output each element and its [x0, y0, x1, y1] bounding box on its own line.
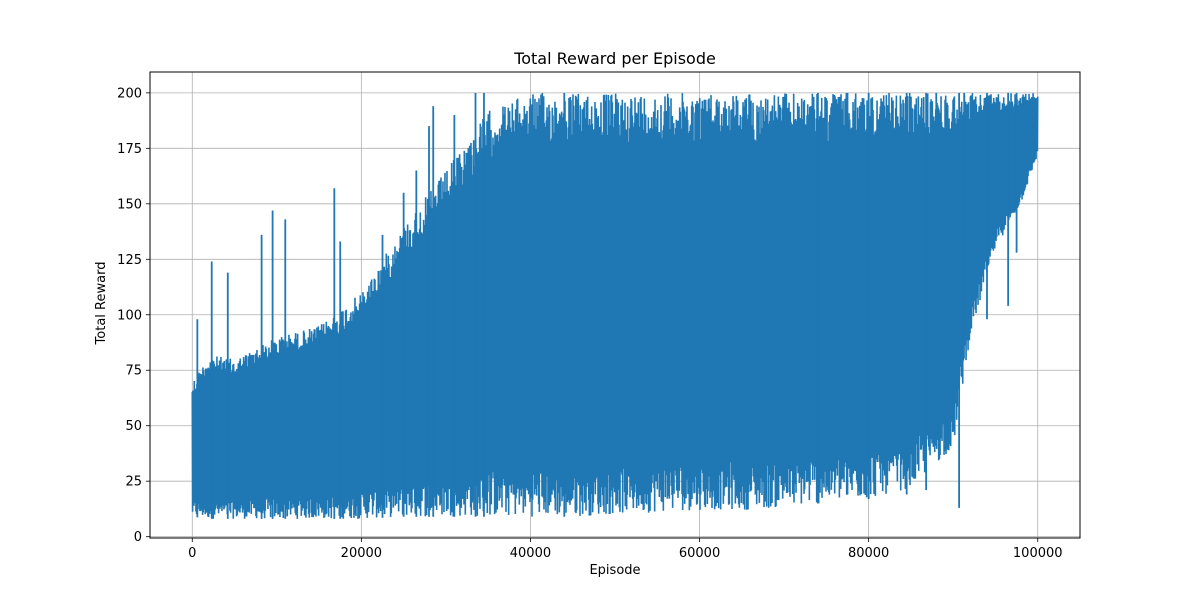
y-tick-label: 175 [117, 142, 142, 157]
y-axis-label: Total Reward [94, 262, 109, 346]
x-tick-label: 0 [188, 546, 196, 561]
reward-series-line [191, 92, 1039, 519]
chart-title: Total Reward per Episode [513, 49, 716, 68]
y-tick-label: 100 [117, 308, 142, 323]
x-tick-label: 80000 [848, 546, 889, 561]
y-tick-label: 150 [117, 197, 142, 212]
x-axis-label: Episode [589, 563, 640, 578]
y-tick-label: 200 [117, 86, 142, 101]
y-tick-label: 75 [125, 364, 142, 379]
x-axis-ticks: 0 20000 40000 60000 80000 100000 [188, 538, 1063, 561]
y-tick-label: 50 [125, 419, 142, 434]
y-tick-label: 0 [134, 530, 142, 545]
axes-frame [149, 71, 1081, 539]
x-tick-label: 100000 [1013, 546, 1063, 561]
x-tick-label: 20000 [341, 546, 382, 561]
plot-area [191, 92, 1039, 519]
y-tick-label: 125 [117, 253, 142, 268]
y-axis-ticks: 0 25 50 75 100 125 150 175 200 [117, 86, 150, 545]
x-tick-label: 60000 [679, 546, 720, 561]
x-tick-label: 40000 [510, 546, 551, 561]
y-tick-label: 25 [125, 475, 142, 490]
